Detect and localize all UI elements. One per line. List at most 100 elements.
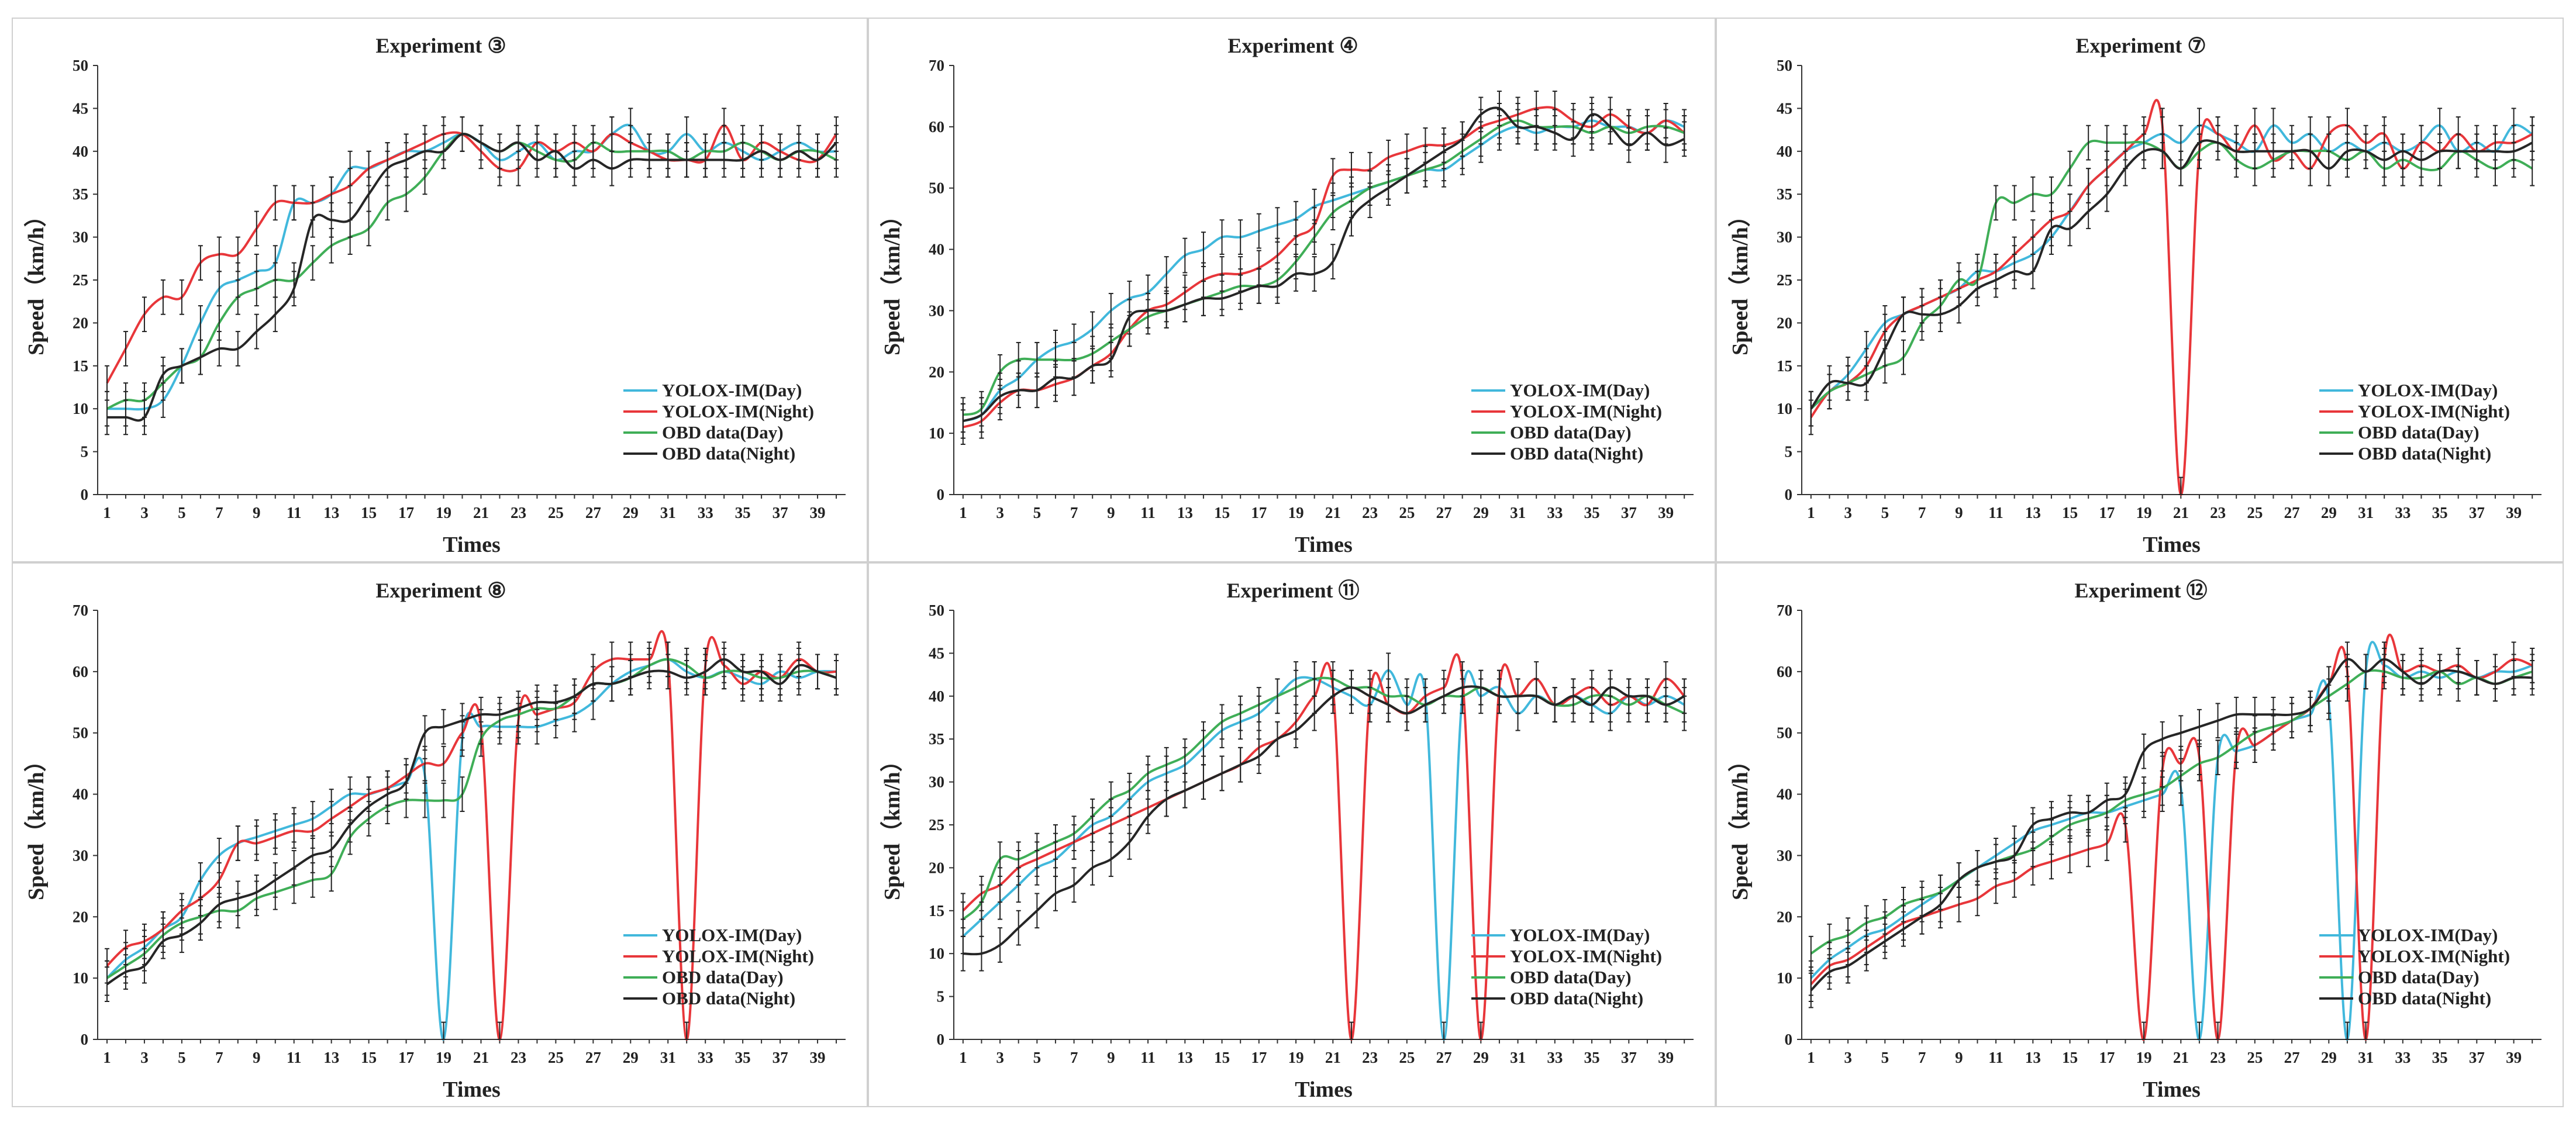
y-tick-label: 10 [73,400,88,417]
x-tick-label: 21 [1325,504,1341,521]
x-tick-label: 11 [1988,1049,2003,1066]
y-tick-label: 15 [929,902,944,920]
legend-label: OBD data(Day) [2358,422,2480,443]
series-line-4 [106,658,837,986]
x-tick-label: 33 [1547,504,1563,521]
x-tick-label: 33 [2395,504,2411,521]
chart-panel-exp3: Experiment ③ 0 5 10 15 20 25 30 35 40 45 50 1 3 5 7 9 11 1… [12,18,868,562]
y-tick-label: 35 [929,730,944,748]
x-tick-label: 5 [1881,1049,1889,1066]
y-tick-label: 30 [1777,846,1792,864]
x-tick-label: 1 [959,504,967,521]
y-tick-label: 25 [1777,271,1792,289]
x-tick-label: 33 [1547,1049,1563,1066]
x-tick-label: 31 [660,1049,676,1066]
x-tick-label: 13 [1177,1049,1193,1066]
x-tick-label: 17 [2099,1049,2115,1066]
x-tick-label: 39 [810,1049,826,1066]
x-tick-label: 23 [2210,1049,2226,1066]
y-tick-label: 50 [1777,57,1792,74]
legend-label: YOLOX-IM(Night) [662,946,814,966]
x-tick-label: 35 [2432,504,2448,521]
x-tick-label: 39 [2506,1049,2522,1066]
x-tick-label: 1 [1807,504,1815,521]
x-tick-label: 9 [1955,504,1963,521]
x-tick-label: 5 [178,1049,186,1066]
x-axis-label: Times [1295,533,1353,557]
x-tick-label: 27 [2284,1049,2300,1066]
legend-label: YOLOX-IM(Night) [662,401,814,421]
x-tick-label: 7 [1918,1049,1926,1066]
x-tick-label: 15 [1214,504,1230,521]
x-tick-label: 25 [548,504,564,521]
y-tick-label: 10 [929,424,944,442]
y-tick-label: 40 [1777,786,1792,803]
chart-title: Experiment ③ [375,34,506,57]
x-tick-label: 17 [1251,1049,1267,1066]
y-axis-label: Speed（km/h） [880,749,905,900]
legend-label: YOLOX-IM(Day) [2358,380,2498,400]
x-tick-label: 3 [996,504,1004,521]
x-tick-label: 5 [1881,504,1889,521]
y-tick-label: 25 [73,271,88,289]
y-tick-label: 45 [73,99,88,117]
series-line-4 [1810,139,2533,410]
x-tick-label: 23 [1362,504,1378,521]
y-axis-label: Speed（km/h） [1728,749,1753,900]
legend-label: YOLOX-IM(Day) [662,380,802,400]
y-axis-label: Speed（km/h） [24,205,49,355]
series-line-3 [963,119,1685,416]
x-tick-label: 27 [585,504,601,521]
y-tick-label: 45 [929,644,944,662]
x-tick-label: 27 [1436,504,1452,521]
y-tick-label: 15 [73,357,88,375]
x-tick-label: 13 [2025,504,2041,521]
x-tick-label: 13 [2025,1049,2041,1066]
y-tick-label: 20 [929,363,944,381]
y-tick-label: 0 [1785,1031,1793,1048]
x-tick-label: 23 [1362,1049,1378,1066]
x-axis-label: Times [1295,1077,1353,1102]
x-tick-label: 37 [773,504,788,521]
x-tick-label: 3 [140,1049,149,1066]
chart-panel-exp7: Experiment ⑦ 0 5 10 15 20 25 30 35 40 45 50 1 3 5 7 9 11 1… [1716,18,2564,562]
x-tick-label: 25 [2247,504,2263,521]
x-tick-label: 31 [1510,1049,1526,1066]
x-tick-label: 39 [1658,504,1674,521]
series-line-4 [107,133,837,422]
legend-label: OBD data(Day) [1510,967,1632,987]
y-tick-label: 20 [929,859,944,876]
x-axis-label: Times [2143,533,2201,557]
x-tick-label: 9 [1107,1049,1115,1066]
x-tick-label: 15 [1214,1049,1230,1066]
chart-title: Experiment ⑧ [375,579,506,602]
x-tick-label: 19 [1288,504,1304,521]
y-tick-label: 20 [1777,314,1792,331]
x-tick-label: 19 [1288,1049,1304,1066]
x-tick-label: 31 [1510,504,1526,521]
y-tick-label: 20 [73,314,88,331]
y-tick-label: 40 [1777,143,1792,160]
y-tick-label: 0 [81,1031,89,1048]
y-tick-label: 50 [929,602,944,619]
x-axis-label: Times [2143,1077,2201,1102]
x-tick-label: 11 [287,1049,302,1066]
x-tick-label: 19 [2136,1049,2152,1066]
x-tick-label: 29 [2321,1049,2337,1066]
legend-label: YOLOX-IM(Night) [1510,401,1662,421]
x-tick-label: 7 [215,504,223,521]
x-tick-label: 35 [1584,504,1600,521]
x-tick-label: 9 [253,1049,261,1066]
y-tick-label: 35 [73,185,88,203]
y-tick-label: 10 [73,969,88,987]
legend-label: OBD data(Night) [1510,988,1643,1008]
x-tick-label: 35 [735,504,751,521]
y-tick-label: 60 [929,118,944,136]
x-tick-label: 29 [623,1049,639,1066]
x-tick-label: 7 [1070,504,1078,521]
x-tick-label: 33 [698,1049,713,1066]
x-tick-label: 33 [2395,1049,2411,1066]
